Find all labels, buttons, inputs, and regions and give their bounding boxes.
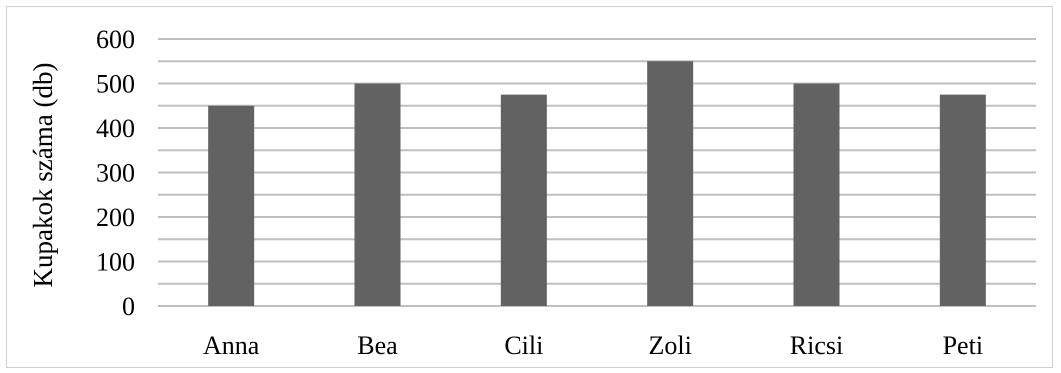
gridlines — [158, 38, 1036, 307]
x-tick-label: Peti — [943, 331, 983, 360]
x-tick-label: Zoli — [648, 331, 691, 360]
bar — [208, 105, 255, 306]
y-axis-title: Kupakok száma (db) — [28, 63, 58, 288]
y-tick-labels: 0 100 200 300 400 500 600 — [96, 25, 135, 321]
y-tick-label: 300 — [96, 159, 135, 188]
bar — [647, 61, 694, 306]
y-tick-label: 600 — [96, 25, 135, 54]
y-tick-label: 100 — [96, 248, 135, 277]
x-tick-label: Bea — [357, 331, 398, 360]
bar — [793, 83, 840, 306]
x-tick-label: Anna — [203, 331, 260, 360]
x-tick-labels: Anna Bea Cili Zoli Ricsi Peti — [203, 331, 983, 360]
bar — [500, 94, 547, 306]
y-tick-label: 0 — [122, 292, 135, 321]
bar — [354, 83, 401, 306]
x-tick-label: Ricsi — [790, 331, 843, 360]
y-tick-label: 200 — [96, 203, 135, 232]
bar — [939, 94, 986, 306]
y-tick-label: 400 — [96, 114, 135, 143]
bars — [208, 61, 986, 306]
y-tick-label: 500 — [96, 70, 135, 99]
x-tick-label: Cili — [504, 331, 543, 360]
